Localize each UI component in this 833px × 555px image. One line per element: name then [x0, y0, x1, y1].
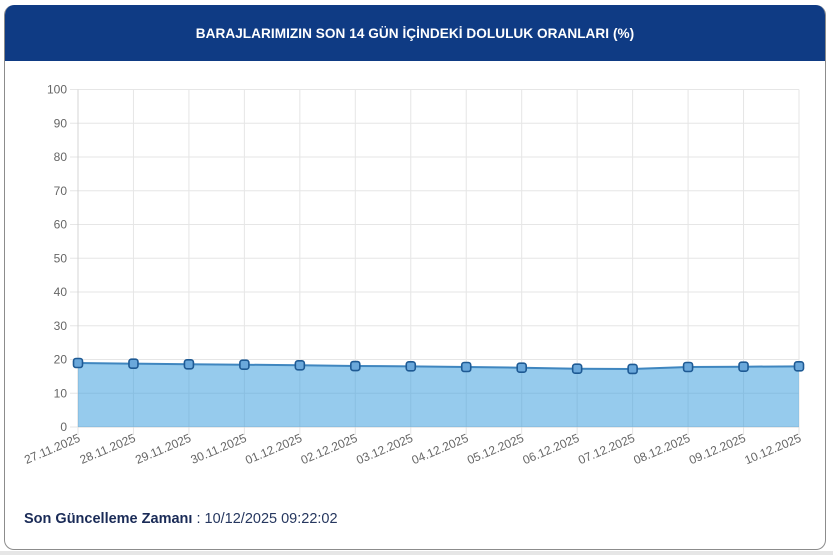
- x-tick-label: 04.12.2025: [410, 431, 471, 467]
- x-tick-label: 08.12.2025: [631, 431, 692, 467]
- x-tick-label: 10.12.2025: [742, 431, 803, 467]
- chart-title: BARAJLARIMIZIN SON 14 GÜN İÇİNDEKİ DOLUL…: [195, 25, 635, 41]
- y-tick-label: 100: [47, 83, 67, 97]
- x-tick-label: 30.11.2025: [189, 431, 249, 467]
- y-tick-label: 60: [54, 218, 68, 232]
- chart-area: 27.11.2025: 18.96 28.11.2025: 18.76 29.11.…: [22, 83, 805, 467]
- data-point[interactable]: 04.12.2025: 17.78: [460, 361, 472, 373]
- x-tick-label: 07.12.2025: [576, 431, 637, 467]
- data-point[interactable]: 02.12.2025: 18.07: [350, 360, 361, 372]
- y-tick-label: 70: [54, 184, 68, 198]
- data-point[interactable]: 10.12.2025: 17.98: [793, 361, 805, 372]
- y-tick-label: 30: [54, 319, 68, 333]
- line-chart: 27.11.2025: 18.96 28.11.2025: 18.76 29.11.…: [22, 83, 805, 467]
- x-tick-label: 03.12.2025: [354, 431, 415, 467]
- x-tick-label: 01.12.2025: [243, 431, 304, 467]
- data-point[interactable]: 30.11.2025: 18.46: [239, 359, 250, 370]
- data-point[interactable]: 09.12.2025: 17.87: [738, 361, 749, 372]
- data-line: [77, 362, 800, 370]
- last-update: Son Güncelleme Zamanı : 10/12/2025 09:22…: [24, 511, 338, 527]
- y-tick-label: 90: [54, 116, 68, 130]
- data-point[interactable]: 06.12.2025: 17.27: [571, 363, 583, 375]
- data-point[interactable]: 05.12.2025: 17.57: [516, 362, 527, 374]
- last-update-value: 10/12/2025 09:22:02: [204, 511, 338, 527]
- x-tick-label: 02.12.2025: [299, 431, 360, 467]
- y-tick-label: 0: [60, 420, 67, 434]
- last-update-label: Son Güncelleme Zamanı: [24, 511, 193, 527]
- page-bottom-strip: [0, 551, 833, 555]
- chart-card: BARAJLARIMIZIN SON 14 GÜN İÇİNDEKİ DOLUL…: [4, 5, 826, 550]
- x-tick-label: 27.11.2025: [22, 431, 82, 467]
- last-update-separator: :: [192, 511, 205, 527]
- x-tick-label: 28.11.2025: [78, 431, 138, 467]
- x-tick-label: 29.11.2025: [133, 431, 193, 467]
- x-axis-labels: 27.11.202528.11.202529.11.202530.11.2025…: [22, 431, 803, 467]
- data-point[interactable]: 01.12.2025: 18.28: [294, 360, 306, 371]
- y-tick-label: 20: [54, 353, 68, 367]
- x-tick-label: 05.12.2025: [465, 431, 526, 467]
- data-points: 27.11.2025: 18.96 28.11.2025: 18.76 29.11.…: [72, 357, 805, 375]
- data-point[interactable]: 03.12.2025: 17.98: [405, 361, 417, 372]
- data-point[interactable]: 27.11.2025: 18.96: [72, 357, 84, 369]
- card-header: BARAJLARIMIZIN SON 14 GÜN İÇİNDEKİ DOLUL…: [5, 5, 825, 61]
- y-tick-label: 50: [54, 251, 68, 265]
- x-tick-label: 09.12.2025: [687, 431, 748, 467]
- y-tick-label: 40: [54, 285, 68, 299]
- area-fill: [78, 363, 799, 427]
- data-point[interactable]: 28.11.2025: 18.76: [128, 358, 139, 369]
- y-tick-label: 10: [54, 386, 68, 400]
- data-point[interactable]: 29.11.2025: 18.58: [183, 358, 195, 370]
- y-tick-label: 80: [54, 150, 68, 164]
- data-point[interactable]: 08.12.2025: 17.78: [682, 361, 694, 373]
- x-tick-label: 06.12.2025: [521, 431, 582, 467]
- data-point[interactable]: 07.12.2025: 17.19: [627, 363, 638, 375]
- y-axis-labels: 0 10 20 30 40 50 60 70 80 90 100: [47, 83, 67, 435]
